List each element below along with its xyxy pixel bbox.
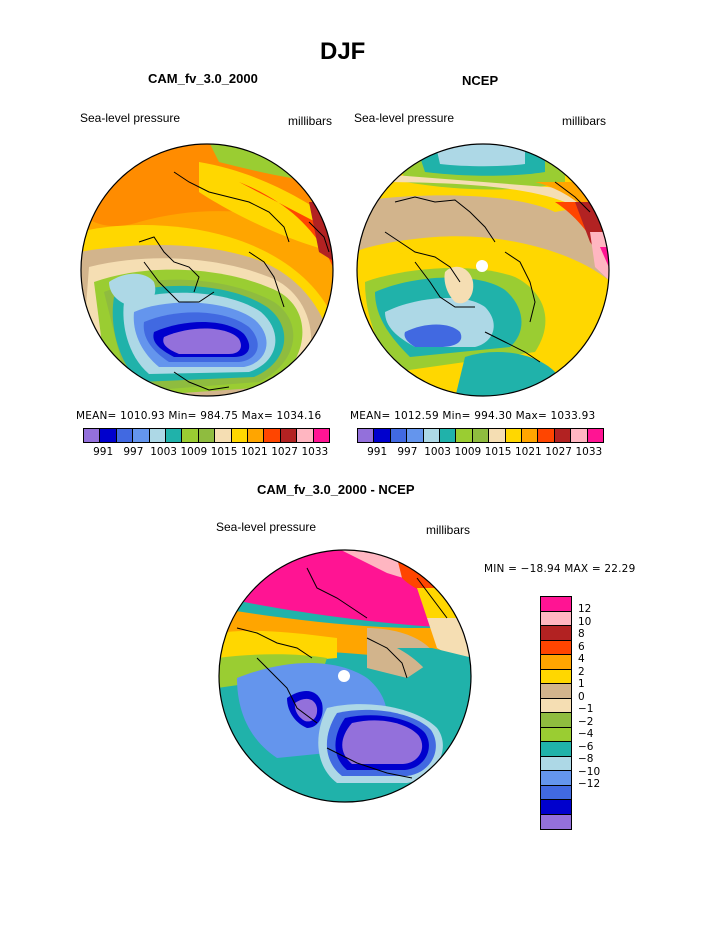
colorbar-difference-swatch: [541, 800, 571, 815]
colorbar-difference-swatch: [541, 698, 571, 713]
colorbar-difference-tick-label: −8: [578, 753, 594, 765]
colorbar-ncep-tick-label: 997: [397, 446, 418, 458]
colorbar-ncep-swatch: [522, 429, 539, 442]
colorbar-difference-swatch: [541, 727, 571, 742]
colorbar-model-swatch: [264, 429, 281, 442]
colorbar-model-swatch: [182, 429, 199, 442]
colorbar-difference-tick-label: 12: [578, 603, 592, 615]
colorbar-difference-tick-label: 8: [578, 628, 585, 640]
colorbar-difference-swatch: [541, 756, 571, 771]
panel1-stats: MEAN= 1010.93 Min= 984.75 Max= 1034.16: [76, 410, 322, 422]
colorbar-difference-swatch: [541, 713, 571, 728]
colorbar-model-swatch: [280, 429, 298, 442]
colorbar-ncep-swatch: [489, 429, 506, 442]
colorbar-model-swatch: [231, 429, 249, 442]
colorbar-difference-swatch: [541, 684, 571, 699]
panel1-variable-label: Sea-level pressure: [80, 111, 181, 125]
figure-title: DJF: [320, 38, 366, 65]
colorbar-ncep-swatch: [538, 429, 555, 442]
panel2-stats: MEAN= 1012.59 Min= 994.30 Max= 1033.93: [350, 410, 596, 422]
colorbar-difference-tick-label: −1: [578, 703, 594, 715]
colorbar-model-swatch: [248, 429, 265, 442]
colorbar-ncep-swatch: [390, 429, 408, 442]
colorbar-difference-swatch: [541, 771, 571, 786]
colorbar-difference-tick-label: −6: [578, 740, 594, 753]
colorbar-model: 991 997 1003 1009 1015 1021 1027 1033: [83, 428, 330, 458]
colorbar-difference-tick-label: −2: [578, 715, 594, 728]
colorbar-model-tick-label: 1027: [271, 446, 298, 458]
colorbar-model-swatch: [297, 429, 314, 442]
colorbar-ncep-tick-label: 991: [367, 446, 388, 458]
colorbar-model-swatch: [84, 429, 101, 442]
colorbar-ncep-swatch: [407, 429, 424, 442]
colorbar-difference-swatch: [541, 655, 571, 670]
panel2-title: NCEP: [462, 73, 499, 88]
colorbar-ncep-tick-label: 1027: [545, 446, 572, 458]
colorbar-ncep-swatch: [571, 429, 588, 442]
colorbar-model-tick-label: 1015: [210, 446, 238, 458]
colorbar-difference-tick-label: 4: [578, 653, 585, 665]
colorbar-ncep-tick-label: 1021: [515, 446, 542, 458]
panel2-variable-label: Sea-level pressure: [354, 111, 455, 125]
panel2-units-label: millibars: [562, 114, 607, 128]
colorbar-difference-tick-label: −12: [578, 778, 601, 790]
colorbar-difference-swatch: [541, 814, 571, 829]
colorbar-difference-swatch: [541, 611, 571, 626]
colorbar-model-swatch: [116, 429, 134, 442]
colorbar-difference-tick-label: 1: [578, 678, 585, 690]
colorbar-ncep-swatch: [472, 429, 490, 442]
panel1-title: CAM_fv_3.0_2000: [148, 71, 258, 86]
colorbar-ncep-swatch: [587, 429, 604, 442]
colorbar-difference: [540, 596, 572, 830]
colorbar-model-tick-label: 1033: [301, 446, 329, 458]
colorbar-difference-tick-label: 2: [578, 665, 585, 678]
colorbar-model-tick-label: 1021: [241, 446, 268, 458]
colorbar-ncep-swatch: [456, 429, 473, 442]
colorbar-ncep-tick-label: 1015: [484, 446, 512, 458]
colorbar-model-swatch: [149, 429, 167, 442]
colorbar-difference-tick-label: −10: [578, 765, 601, 778]
colorbar-ncep: 991 997 1003 1009 1015 1021 1027 1033: [357, 428, 604, 458]
polar-map-ncep: [356, 143, 610, 397]
polar-map-difference: [218, 549, 472, 803]
colorbar-model-tick-label: 1009: [180, 446, 208, 458]
colorbar-difference-tick-label: 6: [578, 640, 585, 653]
panel1-units-label: millibars: [288, 114, 333, 128]
colorbar-difference-swatch: [541, 640, 571, 655]
colorbar-difference-swatch: [541, 785, 571, 800]
colorbar-model-swatch: [133, 429, 150, 442]
colorbar-model-swatch: [198, 429, 216, 442]
colorbar-ncep-swatch: [505, 429, 523, 442]
colorbar-model-tick-label: 997: [123, 446, 144, 458]
colorbar-difference-labels: 12 10 8 6 4 2 1 0 −1 −2 −4 −6 −8 −10 −12: [578, 603, 600, 791]
colorbar-model-tick-label: 1003: [150, 446, 177, 458]
panel3-variable-label: Sea-level pressure: [216, 520, 317, 534]
colorbar-difference-swatch: [541, 669, 571, 684]
colorbar-difference-tick-label: 10: [578, 615, 592, 628]
colorbar-ncep-swatch: [423, 429, 441, 442]
colorbar-model-swatch: [100, 429, 117, 442]
colorbar-model-swatch: [313, 429, 330, 442]
colorbar-difference-tick-label: −4: [578, 728, 594, 740]
colorbar-model-tick-label: 991: [93, 446, 114, 458]
colorbar-ncep-swatch: [554, 429, 572, 442]
colorbar-difference-swatch: [541, 626, 571, 641]
colorbar-ncep-tick-label: 1009: [454, 446, 482, 458]
panel3-title: CAM_fv_3.0_2000 - NCEP: [257, 482, 415, 497]
colorbar-model-swatch: [166, 429, 183, 442]
colorbar-ncep-swatch: [358, 429, 375, 442]
colorbar-difference-tick-label: 0: [578, 690, 585, 703]
colorbar-difference-swatch: [541, 597, 571, 612]
colorbar-ncep-swatch: [440, 429, 457, 442]
colorbar-ncep-swatch: [374, 429, 391, 442]
colorbar-difference-swatch: [541, 742, 571, 757]
panel3-units-label: millibars: [426, 523, 471, 537]
colorbar-ncep-tick-label: 1033: [575, 446, 603, 458]
polar-map-model: [80, 143, 334, 397]
panel3-stats: MIN = −18.94 MAX = 22.29: [484, 563, 636, 575]
colorbar-model-swatch: [215, 429, 232, 442]
colorbar-ncep-tick-label: 1003: [424, 446, 451, 458]
